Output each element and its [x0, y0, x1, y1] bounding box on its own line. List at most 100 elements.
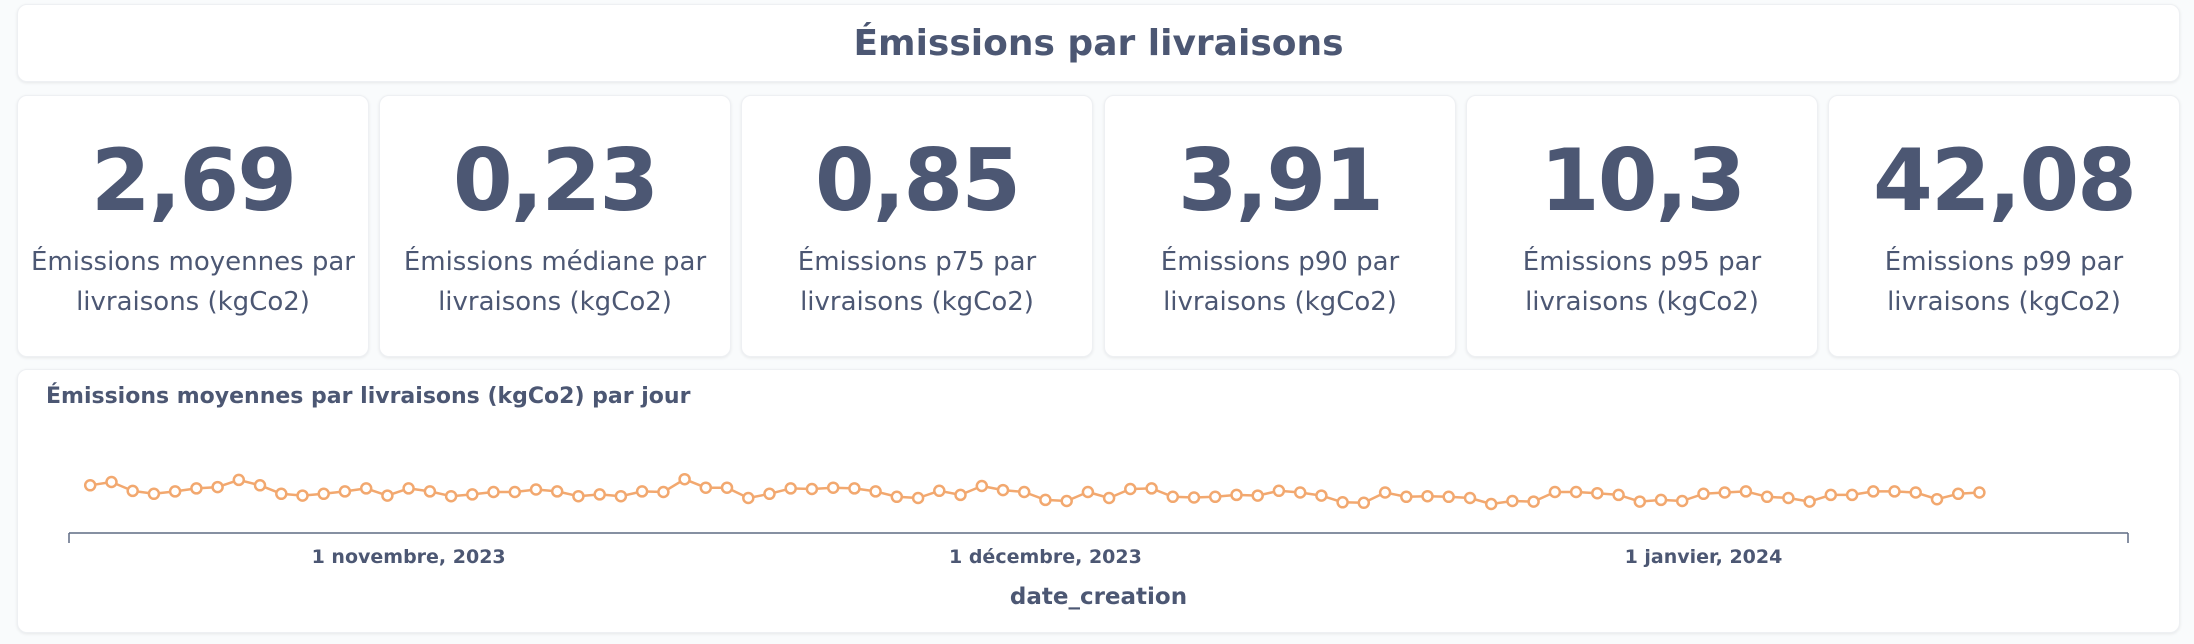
kpi-label: Émissions p95 par livraisons (kgCo2)	[1522, 247, 1762, 317]
data-point	[190, 482, 203, 495]
data-point	[954, 488, 967, 502]
data-point	[1951, 487, 1965, 501]
data-point	[105, 475, 118, 489]
data-point	[1293, 486, 1307, 499]
data-point	[699, 481, 713, 494]
data-point	[1421, 489, 1434, 503]
data-point	[1081, 485, 1095, 499]
data-point	[1378, 486, 1392, 499]
kpi-value: 2,69	[90, 131, 297, 231]
data-point	[1208, 490, 1222, 504]
data-point	[826, 481, 840, 494]
data-point	[1739, 485, 1753, 498]
data-point	[1230, 488, 1243, 502]
x-tick-label: 1 décembre, 2023	[949, 546, 1142, 568]
data-point	[1569, 485, 1583, 499]
data-point	[678, 472, 691, 486]
data-point	[550, 485, 564, 498]
data-point	[1463, 491, 1477, 505]
data-point	[1612, 488, 1625, 502]
data-point	[253, 479, 267, 492]
data-point	[593, 488, 606, 501]
data-point	[1357, 496, 1371, 510]
data-point	[1060, 494, 1073, 508]
data-point	[83, 479, 97, 492]
data-point	[1654, 493, 1668, 507]
line-chart-card[interactable]: Émissions moyennes par livraisons (kgCo2…	[17, 369, 2180, 633]
data-point	[126, 484, 139, 498]
data-point	[805, 482, 819, 496]
kpi-card-p99[interactable]: 42,08 Émissions p99 par livraisons (kgCo…	[1828, 95, 2180, 357]
data-point	[296, 489, 309, 502]
line-chart[interactable]: 1 novembre, 2023 1 décembre, 2023 1 janvie…	[18, 370, 2179, 632]
dashboard-title-card: Émissions par livraisons	[17, 4, 2180, 82]
data-point	[1017, 485, 1031, 499]
data-point	[996, 483, 1010, 497]
data-point	[444, 489, 458, 503]
data-point	[763, 487, 776, 501]
data-point	[1336, 496, 1349, 509]
data-point	[423, 485, 437, 498]
data-point	[1633, 495, 1647, 508]
data-point	[1548, 485, 1562, 499]
data-point	[487, 485, 500, 499]
kpi-card-median[interactable]: 0,23 Émissions médiane par livraisons (k…	[379, 95, 731, 357]
kpi-value: 10,3	[1539, 131, 1746, 231]
data-point	[1760, 490, 1774, 504]
data-point	[890, 490, 904, 504]
data-point	[338, 485, 352, 498]
data-point	[1145, 482, 1158, 495]
data-point	[1039, 493, 1052, 507]
data-point	[381, 489, 394, 502]
data-point	[1867, 485, 1880, 498]
data-point	[1909, 486, 1922, 499]
kpi-card-p90[interactable]: 3,91 Émissions p90 par livraisons (kgCo2…	[1104, 95, 1456, 357]
data-point	[572, 489, 585, 503]
chart-title: Émissions moyennes par livraisons (kgCo2…	[46, 384, 691, 409]
kpi-label: Émissions moyennes par livraisons (kgCo2…	[31, 247, 355, 317]
data-point	[848, 482, 861, 495]
page-title: Émissions par livraisons	[853, 22, 1344, 64]
kpi-card-p95[interactable]: 10,3 Émissions p95 par livraisons (kgCo2…	[1466, 95, 1818, 357]
data-point	[1591, 486, 1604, 500]
x-tick-label: 1 novembre, 2023	[312, 546, 506, 568]
data-point	[1506, 494, 1519, 508]
data-point	[1166, 490, 1180, 504]
data-point	[784, 482, 797, 495]
kpi-value: 0,23	[452, 131, 659, 231]
kpi-value: 0,85	[814, 131, 1021, 231]
data-point	[742, 491, 755, 505]
data-point	[1527, 495, 1540, 508]
data-point	[614, 489, 628, 503]
data-point	[402, 482, 415, 495]
data-point	[275, 487, 288, 501]
data-point	[657, 485, 670, 499]
data-point	[1973, 486, 1986, 499]
data-point	[168, 485, 182, 498]
data-point	[508, 485, 522, 499]
kpi-card-p75[interactable]: 0,85 Émissions p75 par livraisons (kgCo2…	[741, 95, 1093, 357]
data-point	[466, 488, 479, 501]
data-point	[1442, 490, 1455, 504]
kpi-card-mean[interactable]: 2,69 Émissions moyennes par livraisons (…	[17, 95, 369, 357]
kpi-value: 3,91	[1177, 131, 1384, 231]
data-point	[232, 473, 246, 487]
kpi-value: 42,08	[1872, 131, 2137, 231]
data-point	[359, 482, 373, 495]
kpi-label: Émissions p90 par livraisons (kgCo2)	[1160, 247, 1400, 317]
data-point	[1675, 494, 1689, 508]
data-point	[1888, 485, 1901, 498]
data-point	[1400, 490, 1413, 504]
data-point	[869, 485, 882, 498]
series-line	[90, 477, 1980, 506]
data-point	[211, 480, 224, 494]
kpi-label: Émissions p75 par livraisons (kgCo2)	[797, 247, 1037, 317]
data-point	[635, 485, 649, 498]
data-point	[1315, 489, 1328, 502]
data-point	[1930, 492, 1944, 506]
data-point	[317, 487, 330, 501]
data-point	[1782, 491, 1795, 505]
data-point	[1697, 487, 1710, 501]
data-point	[1102, 491, 1116, 505]
x-axis-title: date_creation	[1010, 584, 1187, 610]
